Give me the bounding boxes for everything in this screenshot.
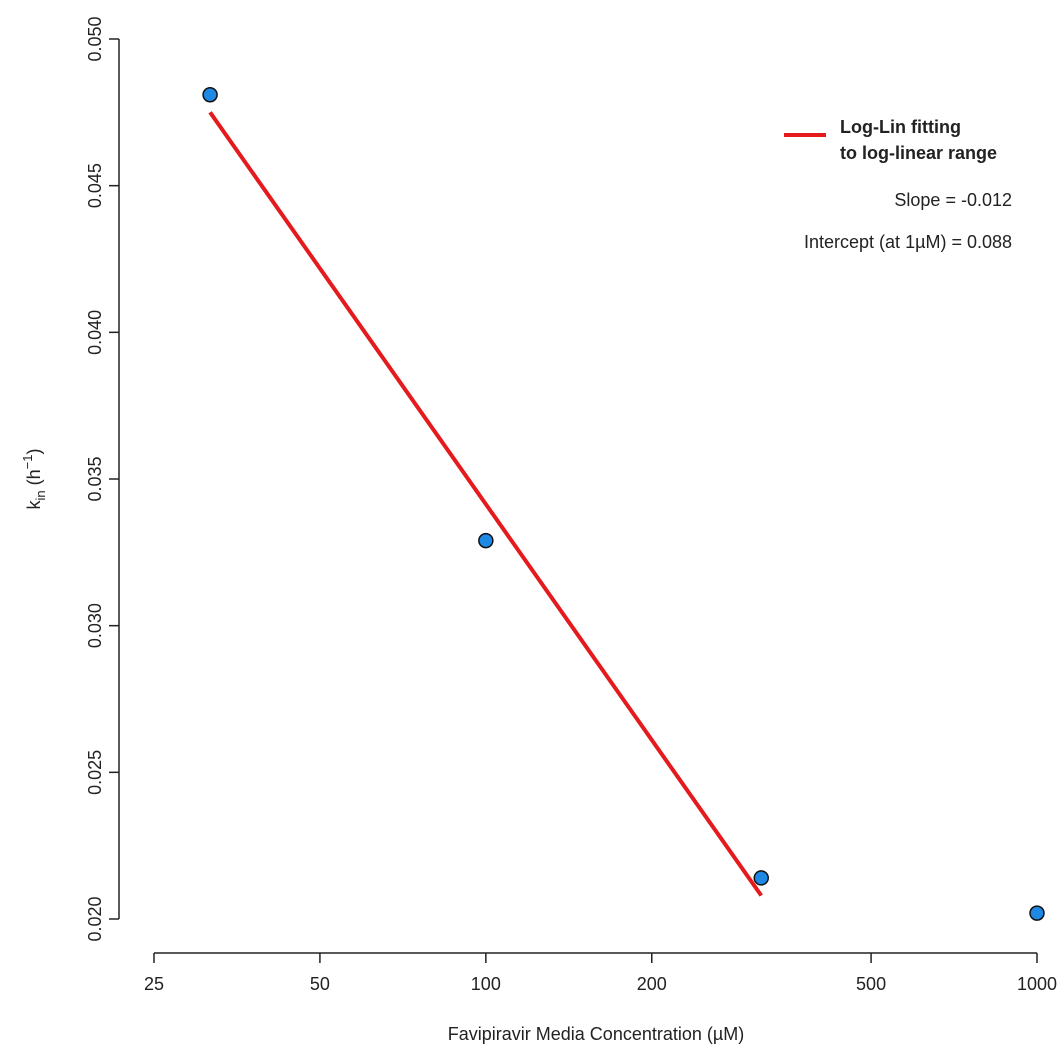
x-tick-label: 1000 <box>1017 974 1057 994</box>
x-tick-label: 25 <box>144 974 164 994</box>
legend-label-line2: to log-linear range <box>840 143 997 163</box>
data-point <box>478 532 494 549</box>
x-tick-label: 200 <box>637 974 667 994</box>
y-tick-label: 0.035 <box>85 456 105 501</box>
y-tick-label: 0.020 <box>85 896 105 941</box>
y-tick-label: 0.025 <box>85 750 105 795</box>
slope-annotation: Slope = -0.012 <box>894 190 1012 210</box>
y-tick-label: 0.045 <box>85 163 105 208</box>
x-axis-label: Favipiravir Media Concentration (µM) <box>448 1024 744 1044</box>
fit-line <box>208 111 763 897</box>
y-tick-label: 0.050 <box>85 16 105 61</box>
x-tick-label: 100 <box>471 974 501 994</box>
data-point <box>753 870 769 886</box>
y-axis: 0.020 0.025 0.030 0.035 0.040 0.045 0.050 <box>85 16 120 942</box>
x-tick-label: 500 <box>856 974 886 994</box>
data-point <box>1029 905 1045 921</box>
intercept-annotation: Intercept (at 1µM) = 0.088 <box>804 232 1012 252</box>
x-tick-label: 50 <box>310 974 330 994</box>
x-axis: 25 50 100 200 500 1000 <box>144 952 1057 994</box>
y-tick-label: 0.040 <box>85 310 105 355</box>
data-points <box>202 86 1045 921</box>
y-axis-label: kin (h−1) <box>20 449 48 510</box>
legend: Log-Lin fitting to log-linear range <box>784 117 997 163</box>
legend-label-line1: Log-Lin fitting <box>840 117 961 137</box>
data-point <box>202 86 218 103</box>
y-tick-label: 0.030 <box>85 603 105 648</box>
